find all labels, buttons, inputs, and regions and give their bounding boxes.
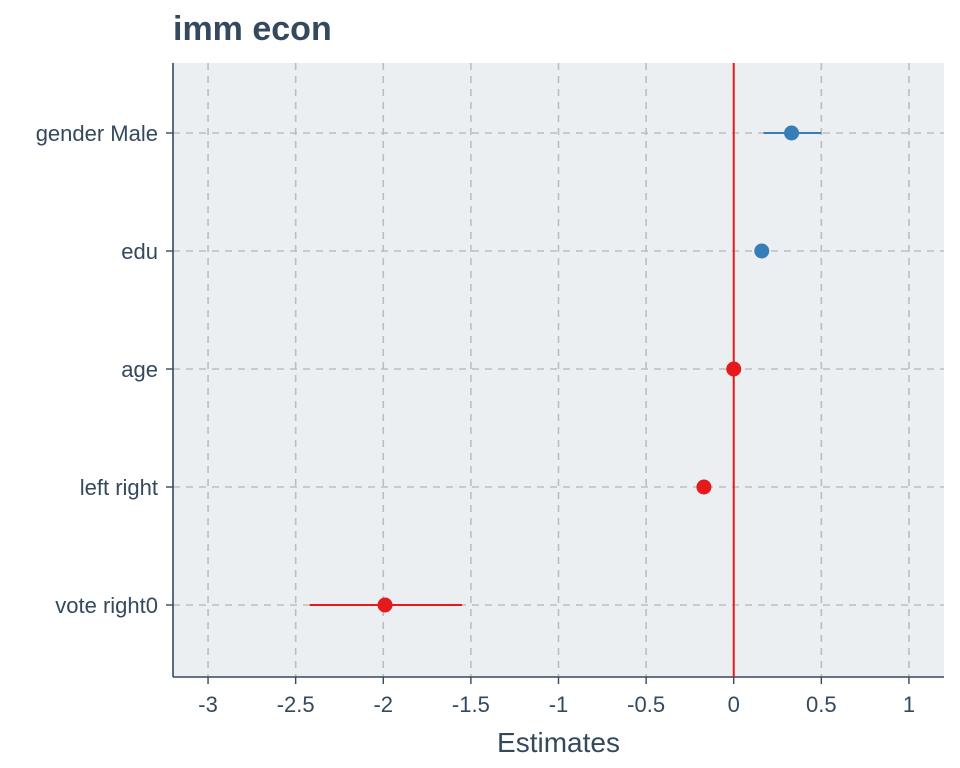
x-tick-label: -2.5 — [277, 692, 315, 717]
x-tick-label: 0.5 — [806, 692, 837, 717]
x-tick-label: 1 — [903, 692, 915, 717]
chart-title: imm econ — [173, 10, 332, 48]
x-tick-label: -0.5 — [627, 692, 665, 717]
estimate-point — [726, 361, 742, 377]
estimates-layer — [309, 125, 822, 613]
estimate-point — [696, 479, 712, 495]
y-tick-label: gender Male — [36, 121, 158, 146]
y-tick-label: left right — [80, 475, 158, 500]
x-tick-label: -1.5 — [452, 692, 490, 717]
x-tick-label: -3 — [198, 692, 218, 717]
x-axis-title: Estimates — [497, 727, 620, 758]
axes — [166, 63, 944, 684]
estimate-point — [784, 125, 800, 141]
x-tick-label: 0 — [728, 692, 740, 717]
x-tick-label: -2 — [373, 692, 393, 717]
y-tick-label: vote right0 — [55, 593, 158, 618]
y-tick-label: age — [121, 357, 158, 382]
estimate-point — [754, 243, 770, 259]
estimate-point — [377, 597, 393, 613]
y-tick-label: edu — [121, 239, 158, 264]
x-tick-label: -1 — [549, 692, 569, 717]
axis-labels: -3 -2.5 -2 -1.5 -1 -0.5 0 0.5 1 gender Male edu age… — [36, 121, 915, 758]
